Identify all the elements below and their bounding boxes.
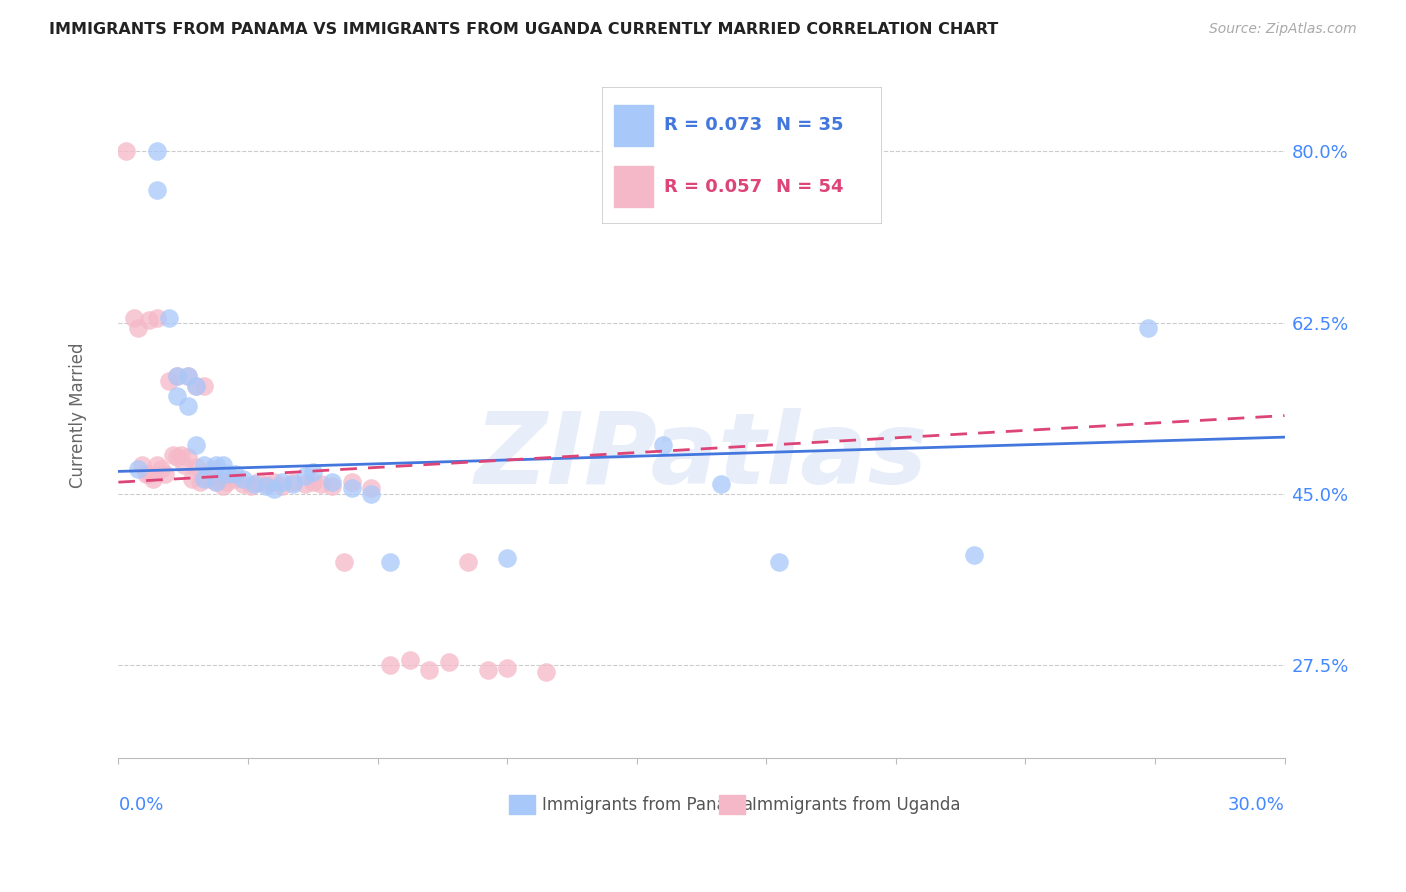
Point bbox=[254, 477, 277, 491]
Point bbox=[184, 438, 207, 452]
Point bbox=[212, 479, 235, 493]
Point bbox=[146, 184, 169, 198]
Point bbox=[177, 369, 200, 384]
Point bbox=[127, 462, 149, 476]
Point bbox=[166, 389, 188, 403]
Point bbox=[270, 475, 292, 490]
Point bbox=[127, 320, 149, 334]
Point bbox=[138, 312, 160, 326]
Text: 30.0%: 30.0% bbox=[1227, 796, 1285, 814]
Point bbox=[321, 479, 343, 493]
Text: IMMIGRANTS FROM PANAMA VS IMMIGRANTS FROM UGANDA CURRENTLY MARRIED CORRELATION C: IMMIGRANTS FROM PANAMA VS IMMIGRANTS FRO… bbox=[49, 22, 998, 37]
Point bbox=[166, 369, 188, 384]
Point bbox=[142, 472, 165, 486]
Point bbox=[254, 479, 277, 493]
Text: ZIPatlas: ZIPatlas bbox=[475, 409, 928, 505]
Point bbox=[157, 375, 180, 389]
Point bbox=[232, 472, 254, 486]
Text: 0.0%: 0.0% bbox=[118, 796, 163, 814]
Point bbox=[146, 310, 169, 325]
Point bbox=[146, 145, 169, 159]
Point bbox=[380, 658, 402, 673]
Point bbox=[301, 475, 323, 490]
Point bbox=[380, 556, 402, 570]
Point bbox=[135, 467, 157, 482]
Point bbox=[115, 145, 138, 159]
Point bbox=[157, 310, 180, 325]
Point bbox=[340, 481, 363, 495]
Point bbox=[193, 379, 215, 393]
Point bbox=[217, 467, 239, 482]
Point bbox=[263, 482, 285, 496]
Point bbox=[204, 458, 226, 472]
Point bbox=[1137, 320, 1160, 334]
Point bbox=[309, 477, 332, 491]
Point bbox=[208, 472, 231, 486]
Point bbox=[437, 655, 460, 669]
Text: Source: ZipAtlas.com: Source: ZipAtlas.com bbox=[1209, 22, 1357, 37]
Point bbox=[283, 477, 305, 491]
Point bbox=[496, 661, 519, 675]
Point bbox=[224, 467, 246, 482]
Point bbox=[177, 399, 200, 413]
Point bbox=[212, 458, 235, 472]
Point bbox=[534, 665, 557, 679]
Point bbox=[166, 369, 188, 384]
Point bbox=[340, 475, 363, 490]
Point bbox=[399, 653, 422, 667]
Point bbox=[360, 481, 382, 495]
Point bbox=[710, 477, 733, 491]
Point bbox=[496, 550, 519, 565]
Point bbox=[184, 459, 207, 474]
Point bbox=[177, 369, 200, 384]
Point bbox=[301, 466, 323, 480]
Text: Currently Married: Currently Married bbox=[69, 343, 87, 488]
Point bbox=[162, 448, 184, 462]
Point bbox=[768, 556, 790, 570]
Point bbox=[247, 475, 270, 490]
Point bbox=[122, 310, 145, 325]
Point bbox=[169, 448, 191, 462]
Point bbox=[150, 462, 173, 476]
Point bbox=[166, 450, 188, 464]
Point bbox=[173, 458, 195, 472]
Point bbox=[217, 475, 239, 490]
Point bbox=[177, 450, 200, 464]
Point bbox=[146, 458, 169, 472]
Point bbox=[294, 477, 316, 491]
Point bbox=[153, 467, 176, 482]
Point bbox=[333, 556, 356, 570]
Point bbox=[283, 475, 305, 490]
Point bbox=[188, 475, 211, 490]
Point bbox=[418, 663, 440, 677]
Point bbox=[193, 458, 215, 472]
Point bbox=[197, 472, 219, 486]
Point bbox=[457, 556, 479, 570]
Point bbox=[204, 475, 226, 490]
Text: Immigrants from Uganda: Immigrants from Uganda bbox=[752, 796, 960, 814]
Text: Immigrants from Panama: Immigrants from Panama bbox=[541, 796, 752, 814]
Bar bbox=[509, 796, 534, 814]
Point bbox=[138, 467, 160, 482]
Point bbox=[204, 475, 226, 490]
Point bbox=[184, 379, 207, 393]
Point bbox=[184, 379, 207, 393]
Point bbox=[263, 475, 285, 490]
Point bbox=[224, 472, 246, 486]
Point bbox=[962, 548, 984, 562]
Point bbox=[131, 458, 153, 472]
Point bbox=[270, 479, 292, 493]
Point bbox=[239, 479, 262, 493]
Point bbox=[201, 462, 224, 476]
Point bbox=[321, 475, 343, 490]
Point bbox=[360, 487, 382, 501]
Point bbox=[477, 663, 499, 677]
Point bbox=[232, 477, 254, 491]
Bar bbox=[718, 796, 745, 814]
Point bbox=[243, 477, 266, 491]
Point bbox=[294, 469, 316, 483]
Point bbox=[193, 472, 215, 486]
Point bbox=[651, 438, 673, 452]
Point bbox=[181, 472, 204, 486]
